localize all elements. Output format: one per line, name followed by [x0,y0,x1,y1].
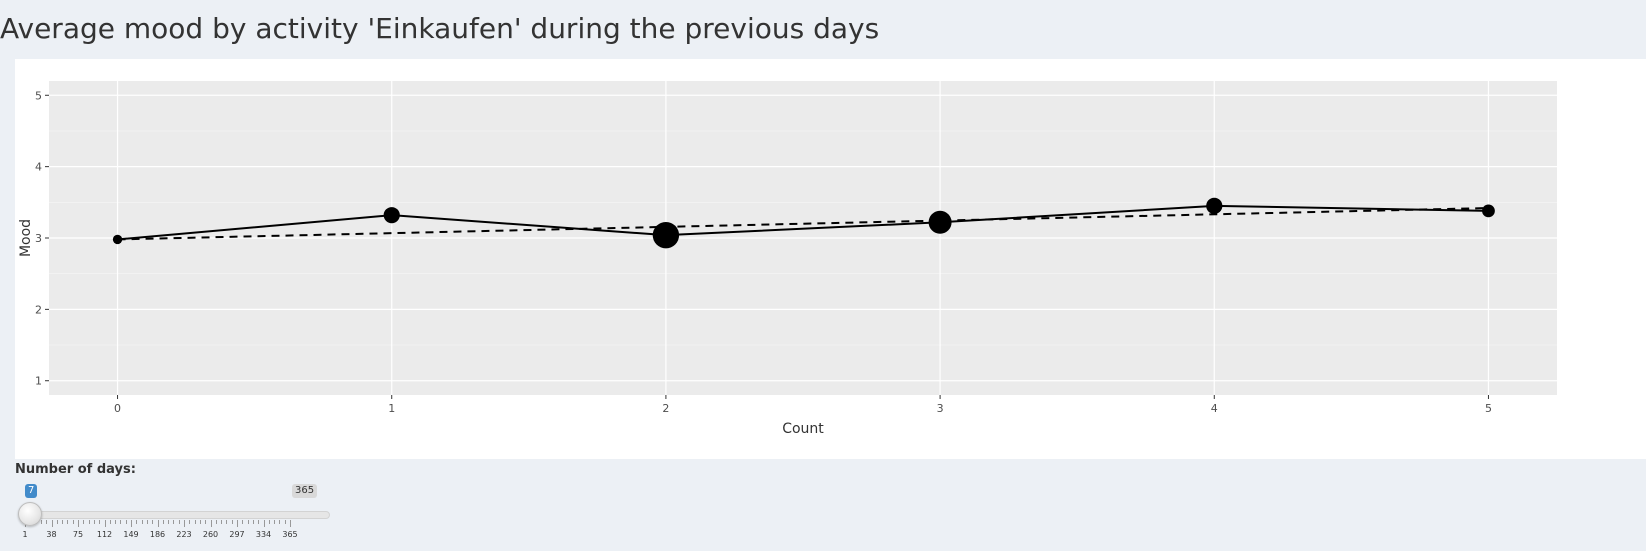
slider-minor-tick [215,520,217,524]
data-point [652,221,680,249]
x-tick-label: 0 [114,402,121,415]
slider-minor-tick [231,520,233,524]
slider-minor-tick [268,520,270,524]
slider-minor-tick [189,520,191,524]
slider-tick [290,520,291,527]
slider-tick-label: 38 [46,530,57,539]
slider-tick-label: 1 [22,530,28,539]
slider-tick-label: 365 [282,530,298,539]
slider-minor-tick [168,520,170,524]
y-axis-label: Mood [18,219,34,257]
page-title: Average mood by activity 'Einkaufen' dur… [0,12,880,45]
y-tick-label: 5 [35,89,42,102]
slider-minor-tick [284,520,286,524]
slider-minor-tick [146,520,148,524]
slider-tick-label: 334 [255,530,272,539]
slider-tick [78,520,79,527]
slider-tick [157,520,159,527]
slider-label: Number of days: [15,462,136,477]
data-point [928,210,952,234]
y-tick-label: 3 [35,232,42,245]
slider-minor-tick [46,520,48,524]
slider-minor-tick [242,520,244,524]
slider-minor-tick [62,520,64,524]
y-tick-label: 2 [35,303,42,316]
slider-minor-tick [115,520,117,524]
slider-minor-tick [72,520,74,524]
slider-minor-tick [226,520,228,524]
data-point [383,207,400,224]
mood-line-chart: 1 2 3 4 5 0 1 2 3 4 5 Count Mood [18,81,1557,437]
slider-minor-tick [67,520,69,524]
slider-from-value: 7 [25,484,38,498]
slider-tick [104,520,106,527]
slider-minor-tick [56,520,58,524]
slider-minor-tick [173,520,175,524]
slider-minor-tick [83,520,85,524]
y-tick-label: 4 [35,161,42,174]
slider-minor-tick [136,520,138,524]
slider-minor-tick [109,520,111,524]
slider-tick-label: 112 [96,530,113,539]
series-group [112,197,1495,249]
x-tick-label: 1 [388,402,395,415]
slider-tick [51,520,53,527]
slider-minor-tick [258,520,260,524]
slider-minor-tick [247,520,249,524]
slider-tick-label: 75 [72,530,84,539]
mood-line [117,204,1489,241]
slider-minor-tick [40,520,42,524]
slider-minor-tick [252,520,254,524]
slider-tick [263,520,265,527]
y-tick-label: 1 [35,375,42,388]
slider-minor-tick [152,520,154,524]
slider-tick-label: 223 [176,530,192,539]
data-point [1482,204,1495,218]
slider-minor-tick [178,520,180,524]
slider-ticks: 1 38 75 112 149 186 223 260 297 334 365 [15,460,345,545]
x-tick-label: 5 [1485,402,1492,415]
slider-tick-label: 297 [229,530,245,539]
x-tick-label: 2 [662,402,669,415]
slider-minor-tick [162,520,164,524]
slider-tick-label: 186 [149,530,166,539]
slider-tick-label: 260 [202,530,219,539]
slider-minor-tick [125,520,127,524]
trend-line [117,207,1489,241]
x-tick-label: 3 [937,402,944,415]
slider-handle[interactable] [18,502,42,526]
slider-minor-tick [93,520,95,524]
data-point [1206,197,1223,214]
slider-minor-tick [99,520,101,524]
slider-minor-tick [199,520,201,524]
slider-minor-tick [120,520,122,524]
chart-container: 1 2 3 4 5 0 1 2 3 4 5 Count Mood [15,59,1646,459]
x-tick-label: 4 [1211,402,1218,415]
x-axis: 0 1 2 3 4 5 [114,395,1492,415]
slider-tick [237,520,238,527]
slider-tick-label: 149 [123,530,139,539]
slider-tick [184,520,185,527]
slider-minor-tick [279,520,281,524]
x-axis-label: Count [782,421,824,437]
slider-minor-tick [221,520,223,524]
y-axis: 1 2 3 4 5 [35,89,49,388]
slider-minor-tick [274,520,276,524]
slider-minor-tick [141,520,143,524]
days-slider: Number of days: 7 365 1 38 75 112 149 186 223 2… [15,460,330,545]
slider-minor-tick [194,520,196,524]
slider-tick [210,520,212,527]
slider-minor-tick [205,520,207,524]
slider-minor-tick [88,520,90,524]
slider-to-value: 365 [292,484,318,498]
slider-tick [131,520,132,527]
